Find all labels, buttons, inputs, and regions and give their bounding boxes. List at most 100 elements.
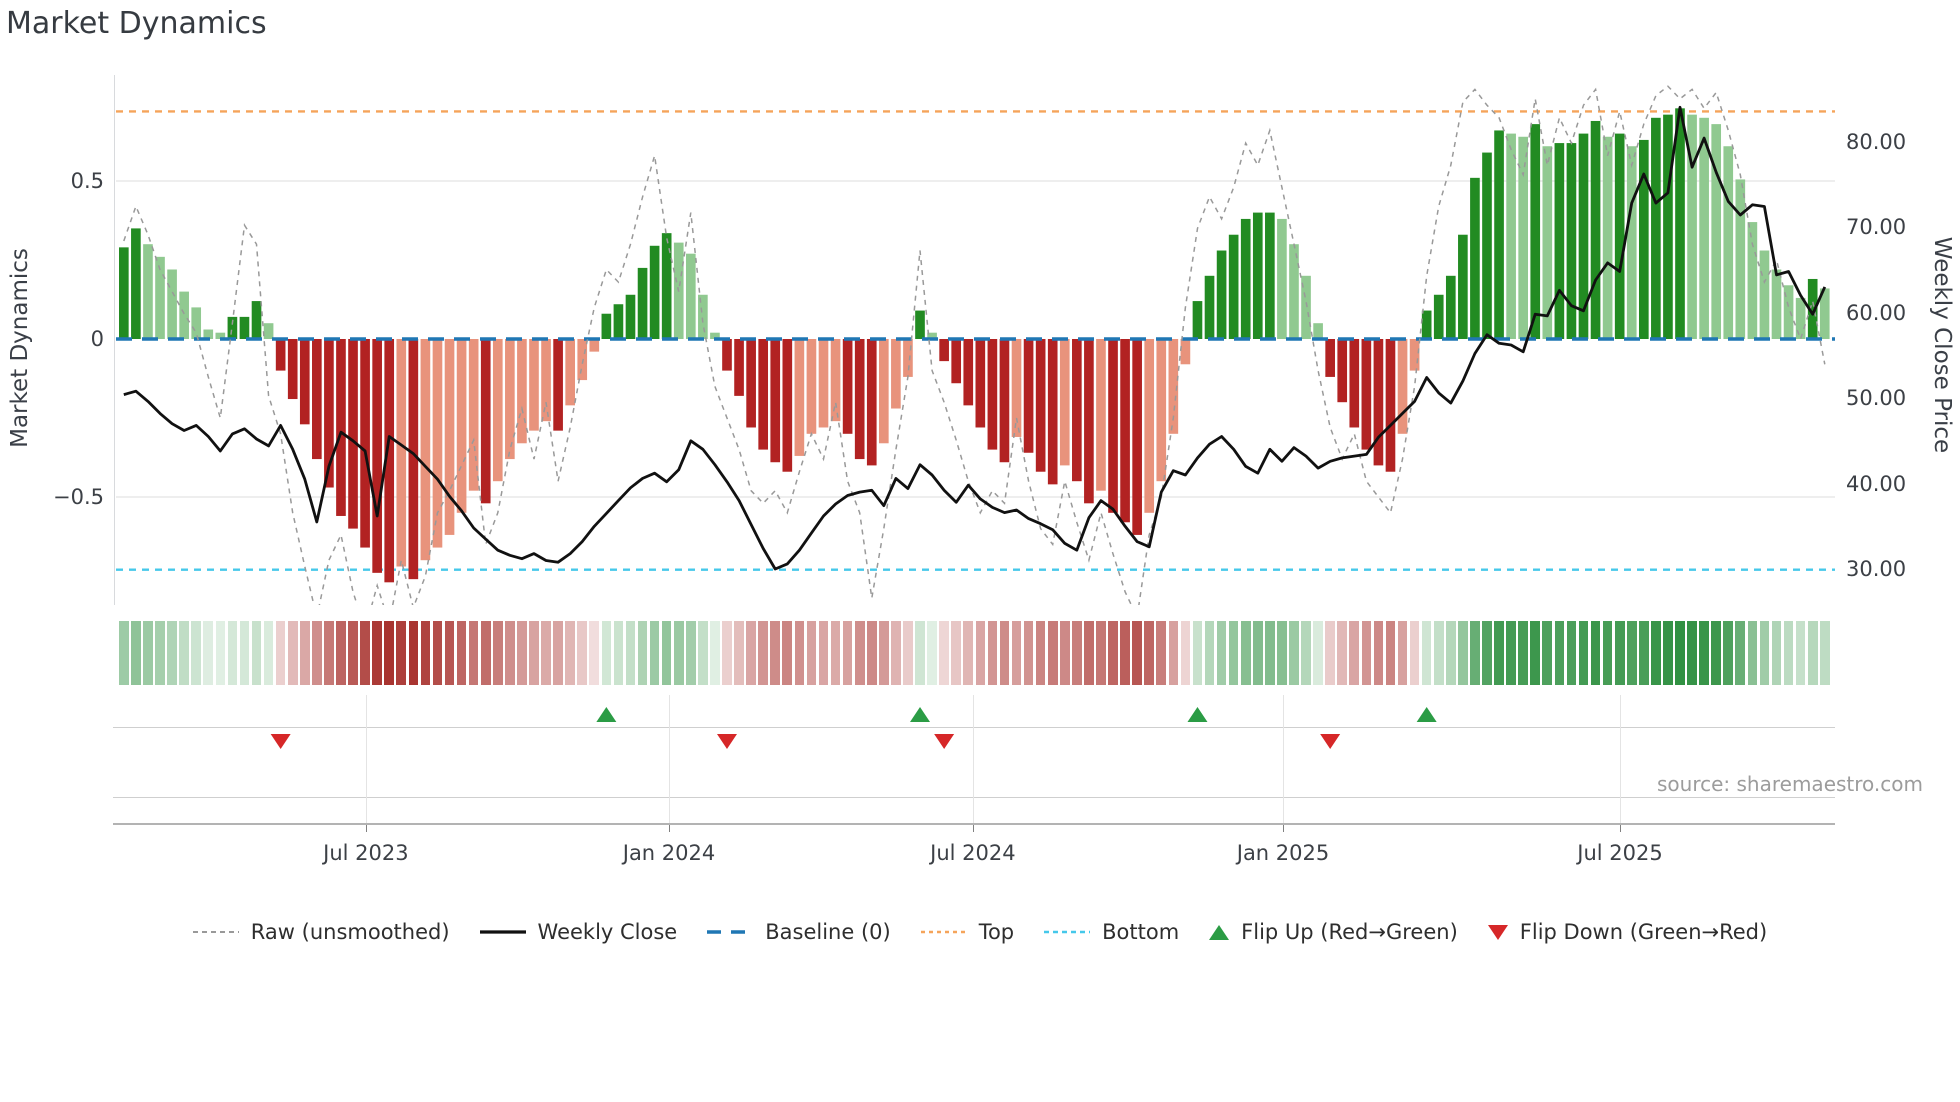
heatmap-cell: [408, 621, 419, 685]
heatmap-cell: [1301, 621, 1311, 685]
heatmap-cell: [1240, 621, 1251, 685]
heatmap-cell: [227, 621, 238, 685]
flip-marker-band: [116, 698, 1835, 760]
dynamics-bar: [1783, 285, 1794, 339]
x-tick-label: Jan 2024: [622, 841, 716, 865]
dynamics-bar: [818, 339, 829, 428]
dynamics-bar: [1277, 218, 1287, 339]
legend-item-bottom: Bottom: [1044, 920, 1179, 944]
heatmap-cell: [903, 621, 913, 685]
dynamics-bar: [203, 329, 214, 339]
heatmap-cell: [927, 621, 937, 685]
heatmap-cell: [1807, 621, 1818, 685]
dynamics-bar: [480, 339, 491, 504]
bottom-line-swatch: [1044, 930, 1091, 934]
heatmap-cell: [541, 621, 551, 685]
heatmap-cell: [746, 621, 756, 685]
dynamics-bar: [1072, 339, 1082, 482]
heatmap-cell: [975, 621, 986, 685]
heatmap-cell: [1759, 621, 1770, 685]
dynamics-bar: [1795, 297, 1806, 339]
right-tick-label: 30.00: [1846, 557, 1907, 581]
vertical-gridline: [365, 695, 367, 823]
heatmap-cell: [987, 621, 998, 685]
right-tick-label: 60.00: [1846, 300, 1907, 325]
x-tick-label: Jul 2023: [323, 841, 409, 865]
x-tick-label: Jul 2024: [930, 841, 1016, 865]
heatmap-cell: [299, 621, 310, 685]
heatmap-cell: [203, 621, 214, 685]
heatmap-cell: [456, 621, 467, 685]
heatmap-cell: [1518, 621, 1528, 685]
heatmap-cell: [1602, 621, 1613, 685]
x-tick-mark: [365, 825, 367, 832]
dynamics-bar: [1349, 339, 1360, 428]
source-text: source: sharemaestro.com: [1657, 772, 1923, 796]
heatmap-cell: [565, 621, 575, 685]
dynamics-bar: [263, 323, 274, 339]
heatmap-cell: [1747, 621, 1758, 685]
flip-down-marker: [270, 734, 291, 749]
heatmap-cell: [143, 621, 153, 685]
dynamics-bar: [601, 313, 612, 339]
legend-label: Flip Down (Green→Red): [1519, 920, 1768, 944]
heatmap-cell: [444, 621, 455, 685]
spacer-gridline: [113, 797, 1835, 798]
dynamics-bar: [1735, 179, 1746, 339]
dynamics-bar: [1180, 339, 1191, 365]
dynamics-bar: [915, 310, 925, 339]
dynamics-bar: [324, 339, 334, 488]
heatmap-cell: [1337, 621, 1348, 685]
heatmap-cell: [794, 621, 805, 685]
heatmap-cell: [492, 621, 503, 685]
heatmap-cell: [1735, 621, 1746, 685]
dynamics-bar: [1023, 339, 1034, 453]
dynamics-bar: [878, 339, 889, 444]
flip-up-marker: [910, 707, 931, 722]
dynamics-bar: [1723, 146, 1734, 339]
dynamics-bar: [1301, 275, 1311, 339]
flip-markers-svg: [270, 707, 1437, 749]
heatmap-cell: [770, 621, 781, 685]
dynamics-bar: [1385, 339, 1396, 472]
dynamics-bar: [1458, 234, 1468, 339]
heatmap-cell: [1349, 621, 1360, 685]
dynamics-bar: [1120, 339, 1130, 523]
dynamics-bar: [1445, 275, 1456, 339]
vertical-gridline: [972, 695, 974, 823]
dynamics-bar: [1265, 212, 1275, 339]
dynamics-bar: [1675, 108, 1685, 339]
heatmap-cell: [1313, 621, 1323, 685]
vertical-gridline: [669, 695, 670, 823]
flip-up-marker: [1187, 707, 1208, 722]
heatmap-cell: [1494, 621, 1504, 685]
heatmap-cell: [915, 621, 925, 685]
heatmap-cell: [577, 621, 588, 685]
dynamics-bar: [396, 339, 407, 567]
dynamics-bar: [999, 339, 1010, 463]
dynamics-bar: [806, 339, 817, 434]
right-tick-label: 70.00: [1846, 215, 1907, 239]
heatmap-cell: [396, 621, 407, 685]
dynamics-bar: [1156, 339, 1167, 482]
x-tick-label: Jul 2025: [1577, 841, 1663, 865]
legend-label: Raw (unsmoothed): [250, 920, 450, 944]
right-tick-label: 50.00: [1846, 386, 1907, 410]
heatmap-cell: [1011, 621, 1022, 685]
heatmap-cell: [348, 621, 358, 685]
heatmap-cell: [384, 621, 395, 685]
dynamics-bar: [384, 339, 395, 583]
dynamics-bar: [830, 339, 841, 422]
heatmap-cell: [1795, 621, 1806, 685]
heatmap-cell: [1156, 621, 1167, 685]
heatmap-cell: [673, 621, 684, 685]
heatmap-cell: [1096, 621, 1106, 685]
dynamics-bar: [1482, 152, 1492, 339]
heatmap-cell: [324, 621, 334, 685]
dynamics-bar: [227, 316, 238, 339]
heatmap-cell: [517, 621, 527, 685]
dynamics-bar: [963, 339, 974, 406]
dynamics-bar: [1144, 339, 1155, 513]
dynamics-bar: [685, 253, 696, 339]
legend-item-top: Top: [920, 920, 1014, 944]
